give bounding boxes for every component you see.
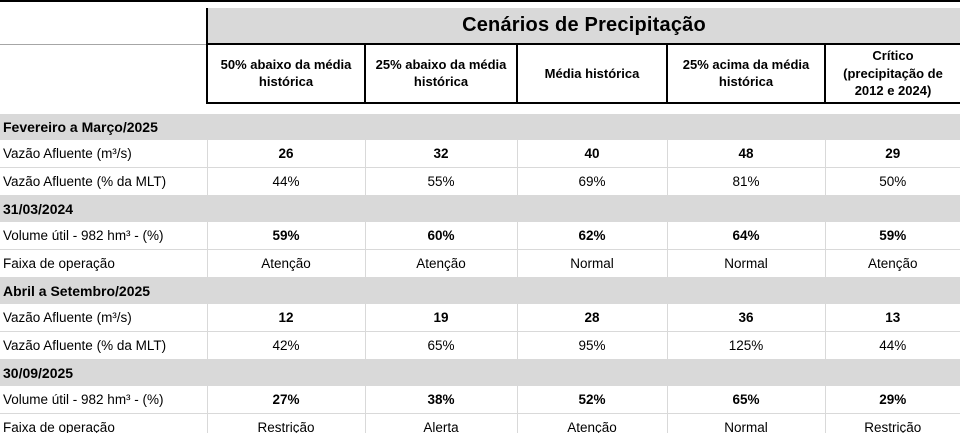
table-title: Cenários de Precipitação — [206, 8, 960, 45]
column-header-25-acima: 25% acima da média histórica — [666, 44, 825, 104]
row-label-volume-util: Volume útil - 982 hm³ - (%) — [0, 221, 207, 251]
row-label-volume-util: Volume útil - 982 hm³ - (%) — [0, 385, 207, 415]
cell-value: 125% — [666, 331, 825, 361]
precipitation-scenarios-table: Cenários de Precipitação 50% abaixo da m… — [0, 8, 960, 433]
column-header-50-abaixo: 50% abaixo da média histórica — [206, 44, 365, 104]
cell-value: 12 — [206, 303, 365, 333]
section-header-row: 30/09/2025 — [0, 359, 960, 386]
cell-value: Restrição — [824, 413, 960, 433]
cell-value: 81% — [666, 167, 825, 197]
cell-value: 29% — [824, 385, 960, 415]
cell-value: 62% — [516, 221, 667, 251]
section-header-row: 31/03/2024 — [0, 195, 960, 222]
row-label-vazao-afluente-mlt: Vazão Afluente (% da MLT) — [0, 331, 207, 361]
cell-value: 26 — [206, 139, 365, 169]
cell-value: 60% — [364, 221, 517, 251]
cell-value: 65% — [666, 385, 825, 415]
section-header-abril-setembro-2025: Abril a Setembro/2025 — [0, 277, 960, 304]
title-row: Cenários de Precipitação — [0, 8, 960, 45]
section-header-30-09-2025: 30/09/2025 — [0, 359, 960, 386]
cell-value: 52% — [516, 385, 667, 415]
cell-value: 13 — [824, 303, 960, 333]
cell-value: 32 — [364, 139, 517, 169]
table-row: Volume útil - 982 hm³ - (%) 27% 38% 52% … — [0, 385, 960, 415]
cell-value: 27% — [206, 385, 365, 415]
cell-value: 65% — [364, 331, 517, 361]
section-header-row: Abril a Setembro/2025 — [0, 277, 960, 304]
table-row: Vazão Afluente (% da MLT) 42% 65% 95% 12… — [0, 331, 960, 361]
cell-value: 29 — [824, 139, 960, 169]
cell-value: Alerta — [364, 413, 517, 433]
cell-value: 69% — [516, 167, 667, 197]
cell-value: 40 — [516, 139, 667, 169]
empty-corner-cell — [0, 8, 207, 45]
empty-header-cell — [0, 44, 207, 103]
table-row: Vazão Afluente (m³/s) 12 19 28 36 13 — [0, 303, 960, 333]
cell-value: Atenção — [824, 249, 960, 279]
table-top-border — [0, 0, 960, 2]
table-row: Vazão Afluente (% da MLT) 44% 55% 69% 81… — [0, 167, 960, 197]
section-header-row: Fevereiro a Março/2025 — [0, 113, 960, 140]
section-header-31-03-2024: 31/03/2024 — [0, 195, 960, 222]
cell-value: 28 — [516, 303, 667, 333]
cell-value: 50% — [824, 167, 960, 197]
row-label-faixa-de-operacao: Faixa de operação — [0, 249, 207, 279]
cell-value: 38% — [364, 385, 517, 415]
section-header-fevereiro-marco-2025: Fevereiro a Março/2025 — [0, 113, 960, 140]
cell-value: 42% — [206, 331, 365, 361]
cell-value: Atenção — [364, 249, 517, 279]
cell-value: Normal — [666, 249, 825, 279]
cell-value: Atenção — [206, 249, 365, 279]
table-row: Volume útil - 982 hm³ - (%) 59% 60% 62% … — [0, 221, 960, 251]
row-label-faixa-de-operacao: Faixa de operação — [0, 413, 207, 433]
row-label-vazao-afluente-mlt: Vazão Afluente (% da MLT) — [0, 167, 207, 197]
cell-value: 95% — [516, 331, 667, 361]
cell-value: 48 — [666, 139, 825, 169]
row-label-vazao-afluente-m3s: Vazão Afluente (m³/s) — [0, 139, 207, 169]
column-header-25-abaixo: 25% abaixo da média histórica — [364, 44, 517, 104]
column-header-media-historica: Média histórica — [516, 44, 667, 104]
table-row: Vazão Afluente (m³/s) 26 32 40 48 29 — [0, 139, 960, 169]
cell-value: Restrição — [206, 413, 365, 433]
cell-value: 36 — [666, 303, 825, 333]
cell-value: 44% — [824, 331, 960, 361]
cell-value: 55% — [364, 167, 517, 197]
cell-value: Atenção — [516, 413, 667, 433]
spacer-row — [0, 102, 960, 114]
table-row: Faixa de operação Atenção Atenção Normal… — [0, 249, 960, 279]
cell-value: 44% — [206, 167, 365, 197]
column-header-row: 50% abaixo da média histórica 25% abaixo… — [0, 44, 960, 104]
table-row: Faixa de operação Restrição Alerta Atenç… — [0, 413, 960, 433]
cell-value: 19 — [364, 303, 517, 333]
cell-value: Normal — [666, 413, 825, 433]
spacer — [0, 102, 960, 114]
cell-value: 59% — [206, 221, 365, 251]
cell-value: 59% — [824, 221, 960, 251]
cell-value: 64% — [666, 221, 825, 251]
column-header-critico: Crítico (precipitação de 2012 e 2024) — [824, 44, 960, 104]
cell-value: Normal — [516, 249, 667, 279]
row-label-vazao-afluente-m3s: Vazão Afluente (m³/s) — [0, 303, 207, 333]
